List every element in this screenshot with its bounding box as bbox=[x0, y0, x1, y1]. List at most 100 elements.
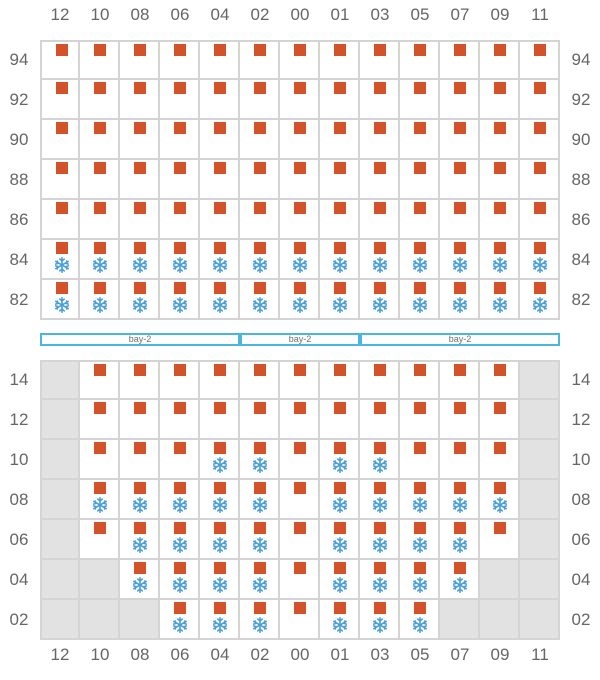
bay-slot[interactable] bbox=[160, 40, 200, 80]
bay-slot[interactable] bbox=[360, 400, 400, 440]
bay-slot[interactable] bbox=[480, 400, 520, 440]
bay-slot[interactable] bbox=[320, 600, 360, 640]
bay-slot[interactable] bbox=[80, 480, 120, 520]
bay-slot[interactable] bbox=[320, 280, 360, 320]
bay-slot[interactable] bbox=[400, 280, 440, 320]
bay-slot[interactable] bbox=[120, 80, 160, 120]
bay-slot[interactable] bbox=[200, 560, 240, 600]
bay-slot[interactable] bbox=[520, 160, 560, 200]
bay-slot[interactable] bbox=[280, 200, 320, 240]
bay-slot[interactable] bbox=[120, 400, 160, 440]
bay-slot[interactable] bbox=[440, 200, 480, 240]
bay-slot[interactable] bbox=[360, 80, 400, 120]
bay-slot[interactable] bbox=[360, 40, 400, 80]
bay-slot[interactable] bbox=[480, 520, 520, 560]
bay-slot[interactable] bbox=[280, 40, 320, 80]
bay-slot[interactable] bbox=[120, 360, 160, 400]
bay-slot[interactable] bbox=[480, 240, 520, 280]
bay-slot[interactable] bbox=[120, 440, 160, 480]
bay-slot[interactable] bbox=[160, 280, 200, 320]
bay-slot[interactable] bbox=[280, 480, 320, 520]
bay-slot[interactable] bbox=[360, 480, 400, 520]
bay-slot[interactable] bbox=[80, 440, 120, 480]
bay-slot[interactable] bbox=[200, 80, 240, 120]
bay-slot[interactable] bbox=[200, 200, 240, 240]
bay-slot[interactable] bbox=[80, 520, 120, 560]
bay-slot[interactable] bbox=[440, 40, 480, 80]
bay-slot[interactable] bbox=[360, 600, 400, 640]
bay-slot[interactable] bbox=[80, 160, 120, 200]
bay-slot[interactable] bbox=[200, 240, 240, 280]
bay-slot[interactable] bbox=[360, 240, 400, 280]
bay-slot[interactable] bbox=[320, 80, 360, 120]
bay-slot[interactable] bbox=[280, 160, 320, 200]
bay-slot[interactable] bbox=[440, 160, 480, 200]
bay-slot[interactable] bbox=[360, 440, 400, 480]
bay-slot[interactable] bbox=[200, 280, 240, 320]
bay-slot[interactable] bbox=[400, 560, 440, 600]
bay-slot[interactable] bbox=[360, 520, 400, 560]
bay-slot[interactable] bbox=[400, 80, 440, 120]
bay-slot[interactable] bbox=[400, 480, 440, 520]
bay-slot[interactable] bbox=[480, 120, 520, 160]
bay-slot[interactable] bbox=[160, 120, 200, 160]
bay-slot[interactable] bbox=[360, 360, 400, 400]
bay-slot[interactable] bbox=[400, 440, 440, 480]
bay-slot[interactable] bbox=[40, 160, 80, 200]
bay-slot[interactable] bbox=[160, 480, 200, 520]
bay-slot[interactable] bbox=[240, 480, 280, 520]
bay-slot[interactable] bbox=[80, 120, 120, 160]
bay-slot[interactable] bbox=[520, 40, 560, 80]
bay-slot[interactable] bbox=[160, 440, 200, 480]
bay-slot[interactable] bbox=[480, 480, 520, 520]
bay-slot[interactable] bbox=[240, 80, 280, 120]
bay-slot[interactable] bbox=[120, 120, 160, 160]
bay-slot[interactable] bbox=[440, 280, 480, 320]
bay-slot[interactable] bbox=[480, 440, 520, 480]
bay-slot[interactable] bbox=[240, 240, 280, 280]
bay-slot[interactable] bbox=[240, 520, 280, 560]
bay-slot[interactable] bbox=[80, 400, 120, 440]
bay-slot[interactable] bbox=[240, 360, 280, 400]
bay-slot[interactable] bbox=[120, 480, 160, 520]
bay-slot[interactable] bbox=[480, 80, 520, 120]
bay-slot[interactable] bbox=[520, 120, 560, 160]
bay-slot[interactable] bbox=[160, 80, 200, 120]
bay-slot[interactable] bbox=[160, 400, 200, 440]
bay-slot[interactable] bbox=[400, 160, 440, 200]
bay-slot[interactable] bbox=[440, 120, 480, 160]
bay-slot[interactable] bbox=[200, 600, 240, 640]
bay-slot[interactable] bbox=[360, 120, 400, 160]
bay-slot[interactable] bbox=[320, 240, 360, 280]
bay-slot[interactable] bbox=[160, 560, 200, 600]
bay-slot[interactable] bbox=[120, 520, 160, 560]
bay-slot[interactable] bbox=[280, 80, 320, 120]
bay-slot[interactable] bbox=[40, 280, 80, 320]
bay-slot[interactable] bbox=[520, 280, 560, 320]
bay-slot[interactable] bbox=[40, 80, 80, 120]
bay-slot[interactable] bbox=[360, 560, 400, 600]
bay-slot[interactable] bbox=[440, 360, 480, 400]
bay-slot[interactable] bbox=[440, 520, 480, 560]
bay-slot[interactable] bbox=[400, 600, 440, 640]
bay-slot[interactable] bbox=[200, 360, 240, 400]
bay-slot[interactable] bbox=[320, 440, 360, 480]
bay-slot[interactable] bbox=[320, 200, 360, 240]
bay-slot[interactable] bbox=[480, 40, 520, 80]
bay-slot[interactable] bbox=[120, 280, 160, 320]
bay-slot[interactable] bbox=[480, 280, 520, 320]
bay-slot[interactable] bbox=[40, 240, 80, 280]
bay-slot[interactable] bbox=[280, 560, 320, 600]
bay-slot[interactable] bbox=[80, 80, 120, 120]
bay-slot[interactable] bbox=[360, 160, 400, 200]
bay-slot[interactable] bbox=[280, 600, 320, 640]
bay-slot[interactable] bbox=[280, 240, 320, 280]
bay-slot[interactable] bbox=[440, 440, 480, 480]
bay-slot[interactable] bbox=[200, 520, 240, 560]
bay-slot[interactable] bbox=[440, 560, 480, 600]
bay-slot[interactable] bbox=[240, 400, 280, 440]
bay-slot[interactable] bbox=[280, 400, 320, 440]
bay-slot[interactable] bbox=[400, 360, 440, 400]
bay-slot[interactable] bbox=[480, 360, 520, 400]
bay-slot[interactable] bbox=[120, 240, 160, 280]
